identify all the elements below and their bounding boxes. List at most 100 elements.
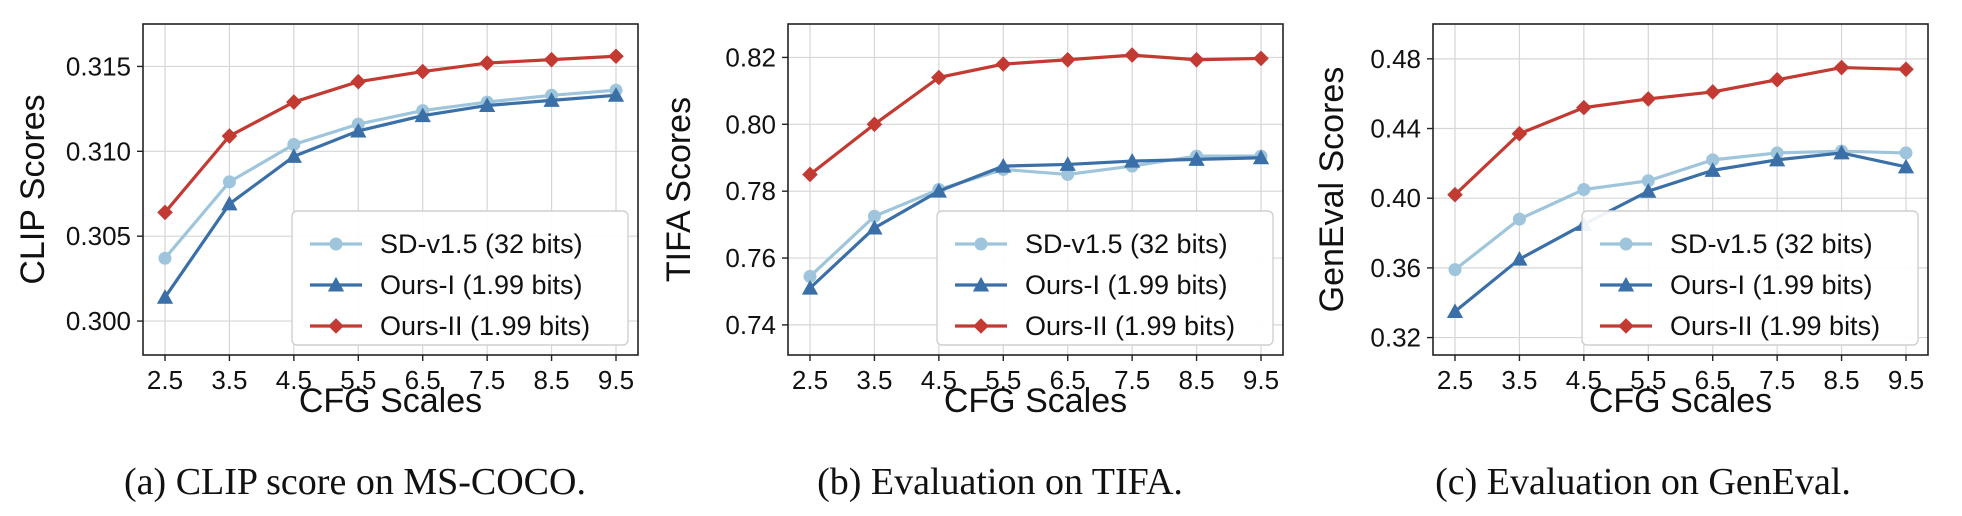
legend: SD-v1.5 (32 bits) Ours-I (1.99 bits) Ours-…: [291, 210, 629, 346]
y-tick-label: 0.40: [1370, 183, 1421, 213]
series-diamond: [802, 47, 1269, 183]
figure-caption: (b) Evaluation on TIFA.: [817, 461, 1183, 503]
x-axis-label: CFG Scales: [299, 382, 482, 420]
data-point: [222, 175, 236, 189]
series-line: [1453, 151, 1907, 313]
data-point: [1512, 212, 1526, 226]
legend-entry: Ours-I (1.99 bits): [1025, 270, 1228, 300]
y-tick-label: 0.305: [66, 221, 131, 251]
data-point: [350, 73, 367, 90]
data-point: [1704, 84, 1721, 100]
legend-swatch-marker: [974, 237, 988, 251]
series-triangle: [156, 87, 625, 304]
data-point: [1061, 167, 1075, 181]
y-tick-label: 0.76: [725, 243, 776, 273]
data-point: [543, 92, 560, 107]
data-point: [802, 166, 818, 183]
data-point: [414, 107, 431, 123]
data-point: [1124, 152, 1141, 168]
data-point: [1446, 303, 1464, 318]
x-tick-label: 5.5: [1630, 365, 1666, 395]
data-point: [1706, 153, 1720, 167]
data-point: [158, 251, 172, 265]
series-triangle: [1446, 144, 1915, 318]
data-point: [1640, 91, 1657, 107]
data-point: [286, 94, 302, 110]
chart-panel-1: 2.5 3.5 4.5 5.5 6.5 7.5 8.5 9.5 0.300 0.305 0.310 0…: [14, 23, 639, 503]
data-point: [995, 56, 1012, 72]
chart-panel-2: 2.5 3.5 4.5 5.5 6.5 7.5 8.5 9.5 0.74 0.76 0.78 0.80…: [660, 23, 1284, 503]
data-point: [803, 269, 817, 283]
legend-entry: Ours-II (1.99 bits): [380, 311, 590, 341]
x-tick-label: 8.5: [1178, 365, 1214, 395]
data-point: [608, 48, 624, 65]
series-diamond: [1447, 59, 1914, 203]
series-line: [808, 156, 1262, 290]
x-tick-label: 6.5: [1050, 365, 1086, 395]
series-triangle: [801, 149, 1270, 295]
data-point: [931, 69, 947, 86]
x-tick-label: 3.5: [856, 365, 892, 395]
data-point: [479, 55, 495, 71]
data-point: [1188, 51, 1205, 68]
data-point: [607, 87, 625, 102]
data-point: [1769, 151, 1786, 167]
data-point: [1059, 156, 1076, 171]
x-tick-label: 7.5: [1114, 365, 1150, 395]
data-point: [543, 51, 560, 68]
y-tick-label: 0.36: [1370, 253, 1421, 283]
data-point: [995, 157, 1012, 173]
data-point: [866, 219, 883, 235]
legend-entry: Ours-I (1.99 bits): [1670, 270, 1873, 300]
series-line: [163, 88, 617, 260]
x-tick-label: 2.5: [1437, 365, 1473, 395]
legend-entry: SD-v1.5 (32 bits): [380, 229, 583, 259]
data-point: [1704, 162, 1721, 177]
series-line: [163, 93, 617, 299]
data-point: [1124, 47, 1140, 63]
y-tick-label: 0.80: [725, 109, 776, 139]
data-point: [157, 204, 173, 221]
data-point: [1252, 149, 1270, 165]
data-point: [1769, 71, 1785, 88]
series-line: [163, 54, 617, 214]
y-tick-label: 0.82: [725, 42, 776, 72]
y-axis-label: CLIP Scores: [14, 94, 52, 284]
data-point: [801, 280, 819, 295]
series-line: [808, 154, 1261, 278]
x-tick-label: 6.5: [405, 365, 441, 395]
data-point: [930, 183, 947, 198]
legend-swatch-marker: [329, 237, 343, 251]
data-point: [1833, 144, 1850, 160]
data-point: [1447, 186, 1463, 203]
legend-swatch-marker: [973, 318, 989, 334]
plot-frame: [1432, 23, 1929, 356]
y-tick-label: 0.310: [66, 136, 131, 166]
legend-entry: Ours-II (1.99 bits): [1670, 311, 1880, 341]
y-tick-label: 0.74: [725, 310, 776, 340]
data-point: [156, 289, 174, 304]
figure-caption: (c) Evaluation on GenEval.: [1435, 461, 1851, 503]
data-point: [1511, 251, 1528, 266]
x-tick-label: 7.5: [1759, 365, 1795, 395]
x-tick-label: 9.5: [1243, 365, 1279, 395]
series-line: [1453, 65, 1907, 196]
y-tick-label: 0.78: [725, 176, 776, 206]
data-point: [479, 97, 496, 112]
legend-box: [291, 210, 629, 346]
data-point: [287, 138, 301, 152]
y-tick-label: 0.315: [66, 51, 131, 81]
x-axis-label: CFG Scales: [1589, 382, 1772, 420]
legend-box: [936, 210, 1274, 346]
plot-frame: [142, 23, 639, 356]
x-tick-label: 8.5: [1823, 365, 1859, 395]
legend-entry: SD-v1.5 (32 bits): [1670, 229, 1873, 259]
x-tick-label: 5.5: [985, 365, 1021, 395]
data-point: [1899, 146, 1913, 160]
x-tick-label: 6.5: [1695, 365, 1731, 395]
data-point: [414, 63, 431, 80]
y-axis-label: TIFA Scores: [660, 97, 698, 282]
y-tick-label: 0.300: [66, 306, 131, 336]
legend-swatch-marker: [328, 318, 344, 334]
x-tick-label: 4.5: [1566, 365, 1602, 395]
